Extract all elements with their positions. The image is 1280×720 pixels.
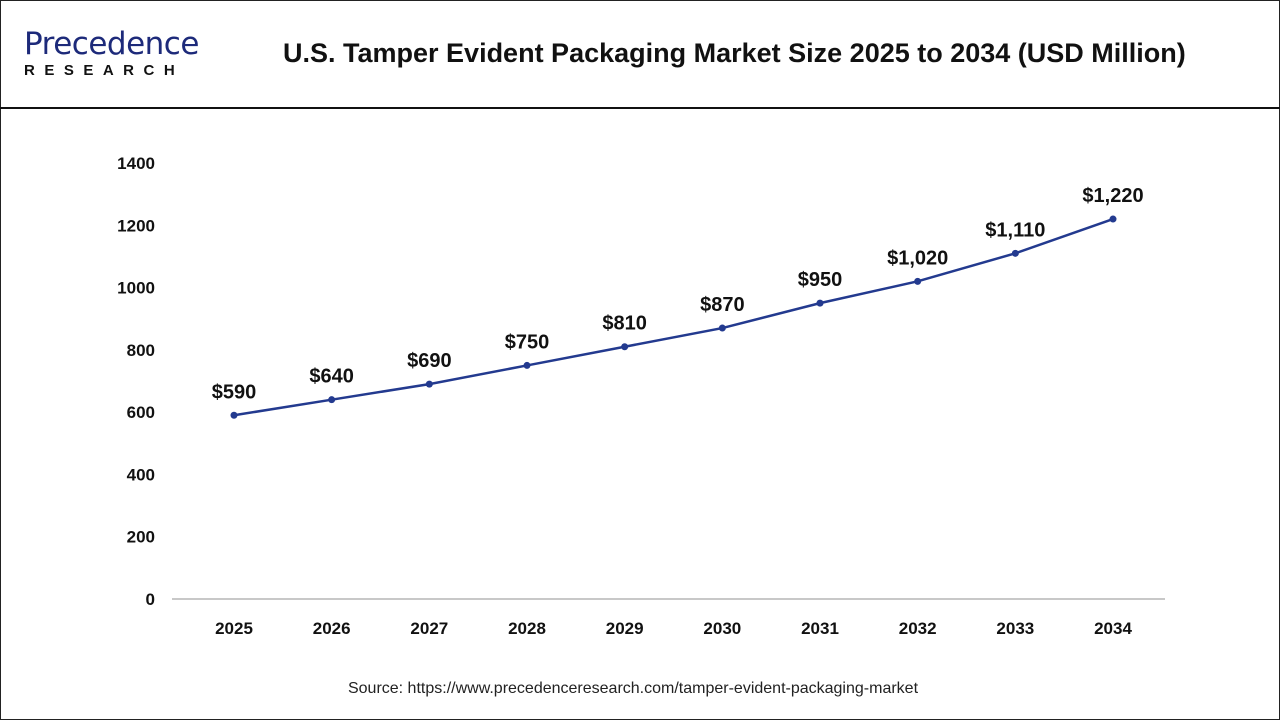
data-label: $690 (407, 350, 452, 372)
x-tick-label: 2030 (703, 619, 741, 638)
x-tick-label: 2032 (899, 619, 937, 638)
x-tick-label: 2025 (215, 619, 253, 638)
x-tick-label: 2026 (313, 619, 351, 638)
data-point (328, 396, 336, 404)
x-tick-label: 2034 (1094, 619, 1132, 638)
y-tick-label: 1400 (117, 154, 155, 173)
header: Precedence RESEARCH U.S. Tamper Evident … (0, 0, 1280, 109)
data-label: $750 (505, 331, 550, 353)
y-tick-label: 200 (127, 528, 155, 547)
logo-main: Precedence (24, 26, 199, 62)
data-point (230, 411, 238, 419)
data-point (425, 380, 433, 388)
x-tick-label: 2033 (996, 619, 1034, 638)
data-label: $810 (602, 313, 647, 335)
data-label: $1,110 (985, 219, 1045, 241)
data-label: $640 (309, 366, 354, 388)
data-point (1109, 215, 1117, 223)
data-label: $590 (212, 381, 257, 403)
data-label: $1,220 (1082, 185, 1143, 207)
data-point (718, 324, 726, 332)
source-note: Source: https://www.precedenceresearch.c… (347, 680, 919, 697)
data-label: $950 (798, 269, 843, 291)
y-tick-label: 400 (127, 465, 155, 484)
logo-sub: RESEARCH (24, 62, 185, 79)
y-tick-label: 800 (127, 341, 155, 360)
x-tick-label: 2031 (801, 619, 839, 638)
y-tick-label: 1000 (117, 279, 155, 298)
data-point (816, 299, 824, 307)
data-label: $870 (700, 294, 745, 316)
data-point (1011, 249, 1019, 257)
x-tick-label: 2027 (410, 619, 448, 638)
data-point (914, 277, 922, 285)
x-tick-label: 2028 (508, 619, 546, 638)
data-point (621, 343, 629, 351)
y-tick-label: 0 (146, 590, 155, 609)
y-tick-label: 1200 (117, 216, 155, 235)
precedence-research-logo: Precedence RESEARCH (24, 28, 199, 79)
chart-title: U.S. Tamper Evident Packaging Market Siz… (283, 38, 1186, 68)
series-line (233, 217, 1114, 417)
data-label: $1,020 (887, 247, 948, 269)
x-tick-label: 2029 (606, 619, 644, 638)
y-tick-label: 600 (127, 403, 155, 422)
data-point (523, 361, 531, 369)
